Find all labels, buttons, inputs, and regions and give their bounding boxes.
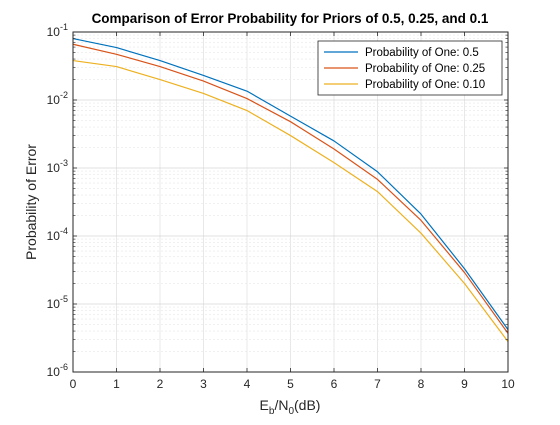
y-tick-label: 10-6 xyxy=(47,362,68,379)
y-tick-label: 10-2 xyxy=(47,90,68,107)
chart-title: Comparison of Error Probability for Prio… xyxy=(92,11,489,26)
series-lines xyxy=(72,38,509,342)
grid xyxy=(72,31,509,373)
legend-label-2: Probability of One: 0.10 xyxy=(365,79,485,91)
x-tick-label: 6 xyxy=(331,377,338,391)
x-tick-label: 9 xyxy=(461,377,468,391)
x-tick-label: 7 xyxy=(374,377,381,391)
series-line-2 xyxy=(72,59,509,342)
y-tick-label: 10-5 xyxy=(47,294,68,311)
y-axis-label: Probability of Error xyxy=(23,144,39,260)
y-tick-label: 10-3 xyxy=(47,158,68,175)
x-tick-label: 2 xyxy=(157,377,164,391)
series-line-0 xyxy=(72,38,509,330)
y-tick-label: 10-4 xyxy=(47,226,68,243)
series-line-1 xyxy=(72,43,509,334)
legend: Probability of One: 0.5 Probability of O… xyxy=(317,40,503,96)
x-tick-label: 5 xyxy=(287,377,294,391)
x-tick-label: 1 xyxy=(113,377,120,391)
x-tick-label: 3 xyxy=(200,377,207,391)
y-tick-label: 10-1 xyxy=(47,22,68,39)
x-tick-label: 0 xyxy=(70,377,77,391)
legend-label-0: Probability of One: 0.5 xyxy=(365,47,479,59)
x-tick-label: 4 xyxy=(244,377,251,391)
legend-label-1: Probability of One: 0.25 xyxy=(365,63,485,75)
x-tick-label: 8 xyxy=(418,377,425,391)
ticks: 0 1 2 3 4 5 6 7 8 9 10 10-6 10-5 10-4 10-3 10-2 10-1 xyxy=(47,22,515,391)
x-tick-label: 10 xyxy=(501,377,515,391)
x-axis-label: Eb/N0(dB) xyxy=(260,397,321,417)
